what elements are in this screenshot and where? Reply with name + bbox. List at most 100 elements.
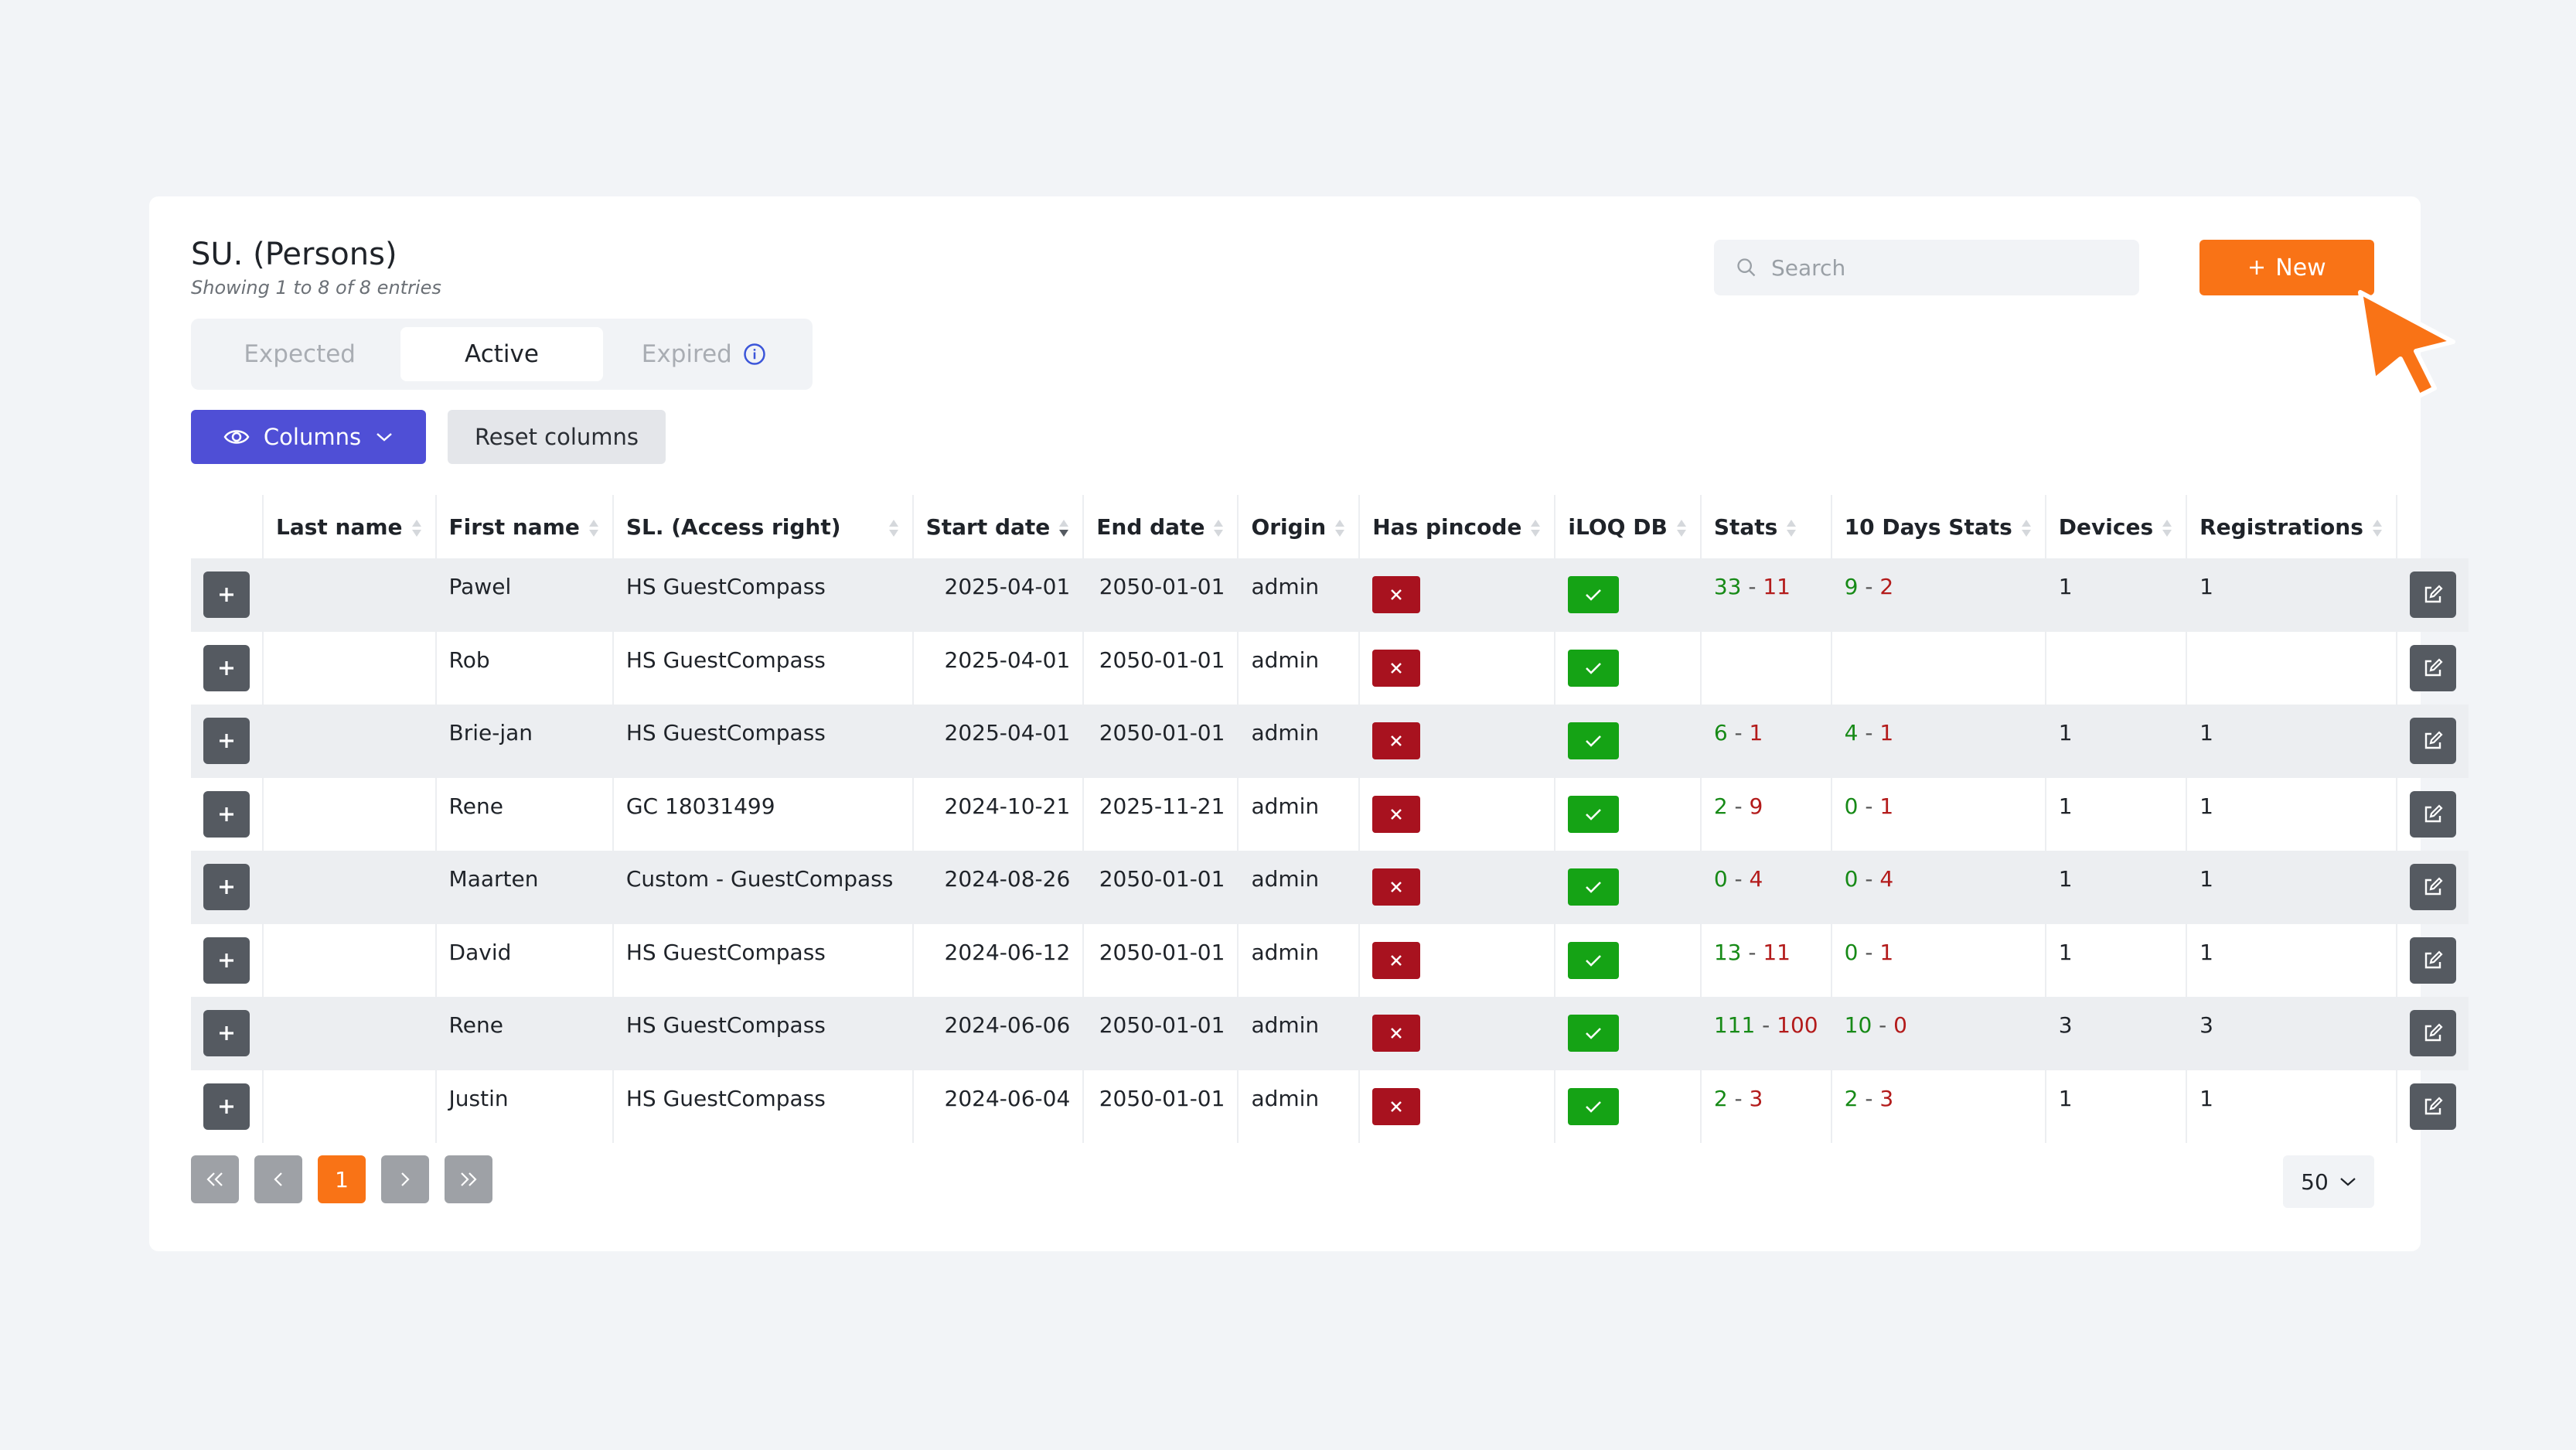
cell-10-days-stats-value-a: 0: [1844, 866, 1859, 892]
edit-icon: [2424, 877, 2443, 896]
cell-devices: 1: [2044, 923, 2187, 997]
pagination: 1: [191, 1155, 492, 1203]
header-actions: [2395, 495, 2469, 558]
edit-row-button[interactable]: [2409, 1083, 2456, 1130]
edit-row-button[interactable]: [2409, 571, 2456, 619]
plus-icon: [220, 734, 233, 749]
next-page-button[interactable]: [381, 1155, 429, 1203]
expand-row-button[interactable]: [203, 937, 250, 984]
cell-start-date: 2024-10-21: [911, 777, 1084, 851]
per-page-select[interactable]: 50: [2283, 1155, 2374, 1208]
cell-last-name: [262, 997, 436, 1070]
header-stats[interactable]: Stats: [1699, 495, 1831, 558]
last-page-button[interactable]: [445, 1155, 492, 1203]
cell-end-date: 2050-01-01: [1082, 631, 1239, 705]
actions-cell: [2395, 923, 2469, 997]
expand-row-button[interactable]: [203, 790, 250, 838]
header-access-right[interactable]: SL. (Access right): [612, 495, 913, 558]
separator: -: [1858, 866, 1880, 892]
eye-icon: [223, 430, 250, 444]
expand-row-button[interactable]: [203, 1083, 250, 1130]
header-registrations[interactable]: Registrations: [2186, 495, 2397, 558]
header-start-date[interactable]: Start date: [911, 495, 1084, 558]
header-iloq-db[interactable]: iLOQ DB: [1554, 495, 1701, 558]
edit-row-button[interactable]: [2409, 644, 2456, 691]
cell-stats: 33 - 11: [1699, 558, 1831, 632]
cell-10-days-stats: 2 - 3: [1830, 1070, 2046, 1143]
edit-row-button[interactable]: [2409, 937, 2456, 984]
cell-end-date: 2050-01-01: [1082, 705, 1239, 778]
no-pincode-badge: [1372, 722, 1421, 760]
check-icon: [1586, 1100, 1602, 1113]
tab-active[interactable]: Active: [400, 327, 603, 381]
table-row: Pawel HS GuestCompass 2025-04-01 2050-01-01…: [191, 558, 2469, 632]
cell-origin: admin: [1237, 631, 1360, 705]
header-10-days-stats[interactable]: 10 Days Stats: [1830, 495, 2046, 558]
cell-has-pincode: [1358, 1070, 1555, 1143]
cell-first-name: Rob: [434, 631, 613, 705]
header-devices[interactable]: Devices: [2044, 495, 2187, 558]
tab-expired[interactable]: Expired: [603, 327, 805, 381]
first-page-button[interactable]: [191, 1155, 239, 1203]
header-first-name[interactable]: First name: [434, 495, 613, 558]
reset-columns-button[interactable]: Reset columns: [448, 410, 666, 464]
cell-iloq-db: [1554, 631, 1701, 705]
columns-button[interactable]: Columns: [191, 410, 426, 464]
cell-has-pincode: [1358, 851, 1555, 924]
info-icon[interactable]: [743, 343, 766, 366]
expand-cell: [191, 924, 263, 998]
expand-row-button[interactable]: [203, 644, 250, 691]
new-button[interactable]: New: [2199, 240, 2374, 295]
header-label: iLOQ DB: [1568, 513, 1668, 540]
table-row: David HS GuestCompass 2024-06-12 2050-01-01…: [191, 923, 2469, 998]
cell-stats-value-b: 11: [1763, 939, 1791, 965]
cell-start-date: 2025-04-01: [911, 705, 1084, 778]
page-button-current[interactable]: 1: [318, 1155, 366, 1203]
check-icon: [1586, 735, 1602, 748]
cell-first-name: Rene: [434, 997, 613, 1070]
edit-row-button[interactable]: [2409, 864, 2456, 911]
edit-row-button[interactable]: [2409, 1010, 2456, 1057]
header-origin[interactable]: Origin: [1237, 495, 1360, 558]
expand-row-button[interactable]: [203, 571, 250, 619]
expand-row-button[interactable]: [203, 1010, 250, 1057]
edit-row-button[interactable]: [2409, 790, 2456, 838]
cell-10-days-stats: [1830, 631, 2046, 705]
cell-access-right: HS GuestCompass: [612, 631, 913, 705]
expand-cell: [191, 1070, 263, 1144]
expand-row-button[interactable]: [203, 718, 250, 765]
expand-cell: [191, 778, 263, 851]
edit-row-button[interactable]: [2409, 718, 2456, 765]
header-has-pincode[interactable]: Has pincode: [1358, 495, 1555, 558]
cell-10-days-stats-value-a: 0: [1844, 793, 1859, 819]
cell-start-date: 2024-08-26: [911, 851, 1084, 924]
tab-expected[interactable]: Expected: [199, 327, 400, 381]
header-end-date[interactable]: End date: [1082, 495, 1239, 558]
cell-access-right: GC 18031499: [612, 777, 913, 851]
search-input[interactable]: [1771, 254, 2111, 281]
separator: -: [1741, 574, 1763, 599]
cell-last-name: [262, 705, 436, 778]
cell-last-name: [262, 631, 436, 705]
edit-icon: [2424, 731, 2443, 749]
cell-devices: 3: [2044, 997, 2187, 1070]
cell-iloq-db: [1554, 997, 1701, 1070]
header-last-name[interactable]: Last name: [262, 495, 436, 558]
check-icon: [1586, 662, 1602, 674]
check-icon: [1586, 954, 1602, 967]
cell-stats-value-a: 2: [1713, 1085, 1728, 1111]
cell-access-right: HS GuestCompass: [612, 705, 913, 778]
prev-page-button[interactable]: [254, 1155, 302, 1203]
cell-iloq-db: [1554, 851, 1701, 924]
expand-row-button[interactable]: [203, 864, 250, 911]
plus-icon: [220, 953, 233, 967]
cell-first-name: David: [434, 923, 613, 997]
mouse-pointer-icon: [2358, 290, 2455, 398]
close-icon: [1391, 662, 1402, 674]
cell-stats-value-b: 11: [1763, 574, 1791, 599]
cell-10-days-stats-value-a: 9: [1844, 574, 1859, 599]
separator: -: [1727, 1085, 1750, 1111]
actions-cell: [2395, 851, 2469, 924]
cell-registrations: 1: [2186, 777, 2397, 851]
table-header-row: Last name First name SL. (Access right) …: [191, 495, 2469, 558]
